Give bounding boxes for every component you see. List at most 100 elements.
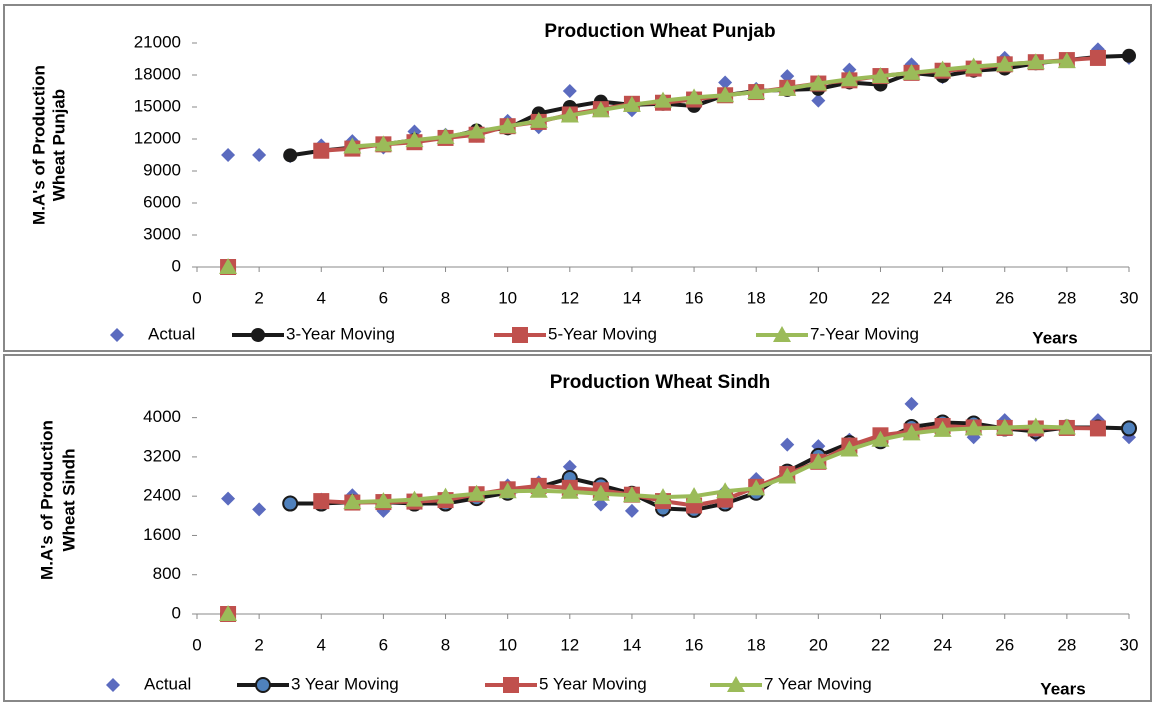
x-tick-label: 10 bbox=[498, 635, 517, 654]
x-tick-label: 6 bbox=[379, 635, 388, 654]
y-tick-label: 21000 bbox=[134, 32, 181, 51]
marker-diamond bbox=[562, 459, 577, 474]
marker-diamond bbox=[593, 497, 608, 512]
legend-marker bbox=[727, 676, 745, 692]
marker-triangle bbox=[871, 430, 890, 447]
marker-triangle bbox=[591, 101, 610, 118]
marker-triangle bbox=[716, 86, 735, 103]
x-tick-label: 14 bbox=[622, 288, 641, 307]
legend-label: 7 Year Moving bbox=[764, 674, 872, 693]
x-tick-label: 20 bbox=[809, 635, 828, 654]
x-tick-label: 18 bbox=[747, 288, 766, 307]
marker-diamond bbox=[252, 502, 267, 517]
marker-square bbox=[313, 142, 330, 159]
marker-triangle bbox=[374, 135, 393, 152]
marker-triangle bbox=[685, 487, 704, 504]
chart-frame bbox=[3, 354, 1152, 702]
legend-marker bbox=[106, 678, 120, 692]
x-tick-label: 2 bbox=[254, 288, 263, 307]
marker-diamond bbox=[624, 503, 639, 518]
marker-diamond bbox=[562, 84, 577, 98]
x-tick-label: 30 bbox=[1120, 635, 1139, 654]
marker-triangle bbox=[219, 605, 238, 621]
legend-label: 7-Year Moving bbox=[810, 324, 919, 343]
legend-label: 5 Year Moving bbox=[539, 674, 647, 693]
y-tick-label: 2400 bbox=[143, 486, 181, 505]
marker-circle bbox=[1122, 48, 1136, 63]
marker-triangle bbox=[1057, 52, 1076, 69]
marker-triangle bbox=[933, 60, 952, 77]
marker-triangle bbox=[654, 488, 672, 505]
marker-square bbox=[1089, 49, 1106, 66]
x-tick-label: 8 bbox=[441, 635, 450, 654]
legend-label: Actual bbox=[148, 324, 195, 343]
marker-triangle bbox=[809, 74, 828, 91]
x-tick-label: 14 bbox=[622, 635, 641, 654]
marker-triangle bbox=[467, 484, 486, 501]
marker-triangle bbox=[1026, 53, 1045, 70]
x-tick-label: 18 bbox=[747, 635, 766, 654]
marker-diamond bbox=[811, 93, 826, 108]
marker-triangle bbox=[560, 482, 579, 499]
marker-triangle bbox=[964, 419, 983, 436]
marker-triangle bbox=[1057, 418, 1076, 435]
legend-marker bbox=[110, 328, 124, 342]
legend-marker bbox=[773, 326, 791, 342]
marker-triangle bbox=[219, 258, 238, 274]
x-tick-label: 16 bbox=[685, 288, 704, 307]
x-tick-label: 26 bbox=[995, 288, 1014, 307]
legend-marker bbox=[503, 677, 519, 693]
marker-triangle bbox=[343, 493, 362, 510]
marker-triangle bbox=[405, 490, 424, 507]
legend-label: 3 Year Moving bbox=[291, 674, 399, 693]
marker-triangle bbox=[778, 79, 797, 96]
chart-frame bbox=[3, 4, 1152, 352]
marker-triangle bbox=[902, 63, 921, 80]
marker-triangle bbox=[747, 83, 766, 100]
marker-diamond bbox=[718, 75, 733, 90]
marker-diamond bbox=[904, 396, 919, 411]
marker-triangle bbox=[405, 131, 424, 148]
x-tick-label: 28 bbox=[1057, 288, 1076, 307]
marker-triangle bbox=[964, 57, 983, 74]
legend-marker bbox=[512, 327, 528, 343]
x-axis-label: Years bbox=[1032, 328, 1077, 347]
marker-triangle bbox=[747, 479, 766, 496]
marker-square bbox=[313, 493, 330, 510]
marker-triangle bbox=[871, 67, 890, 84]
marker-triangle bbox=[995, 55, 1014, 72]
marker-diamond bbox=[221, 491, 236, 506]
marker-triangle bbox=[778, 467, 797, 484]
marker-diamond bbox=[252, 148, 267, 162]
y-axis-label: Wheat Sindh bbox=[59, 449, 78, 552]
x-axis-label: Years bbox=[1040, 679, 1085, 698]
marker-triangle bbox=[622, 95, 641, 112]
x-tick-label: 4 bbox=[317, 635, 326, 654]
legend-marker bbox=[251, 328, 265, 342]
marker-triangle bbox=[529, 481, 548, 498]
x-tick-label: 24 bbox=[933, 288, 952, 307]
x-tick-label: 22 bbox=[871, 635, 890, 654]
x-tick-label: 22 bbox=[871, 288, 890, 307]
x-tick-label: 6 bbox=[379, 288, 388, 307]
marker-triangle bbox=[840, 440, 859, 457]
y-tick-label: 3000 bbox=[143, 224, 181, 243]
y-tick-label: 1600 bbox=[143, 525, 181, 544]
marker-triangle bbox=[685, 88, 704, 105]
y-tick-label: 18000 bbox=[134, 64, 181, 83]
x-tick-label: 24 bbox=[933, 635, 952, 654]
marker-triangle bbox=[560, 106, 579, 123]
marker-triangle bbox=[498, 117, 517, 134]
marker-triangle bbox=[840, 70, 859, 87]
marker-circle bbox=[282, 495, 299, 512]
marker-triangle bbox=[591, 484, 610, 501]
x-tick-label: 10 bbox=[498, 288, 517, 307]
marker-triangle bbox=[1026, 417, 1045, 434]
y-axis-label: M.A's of Production bbox=[37, 420, 56, 580]
marker-circle bbox=[1121, 420, 1137, 437]
marker-circle bbox=[283, 148, 298, 163]
x-tick-label: 0 bbox=[192, 635, 201, 654]
marker-triangle bbox=[654, 91, 672, 108]
chart-title: Production Wheat Punjab bbox=[544, 21, 775, 42]
